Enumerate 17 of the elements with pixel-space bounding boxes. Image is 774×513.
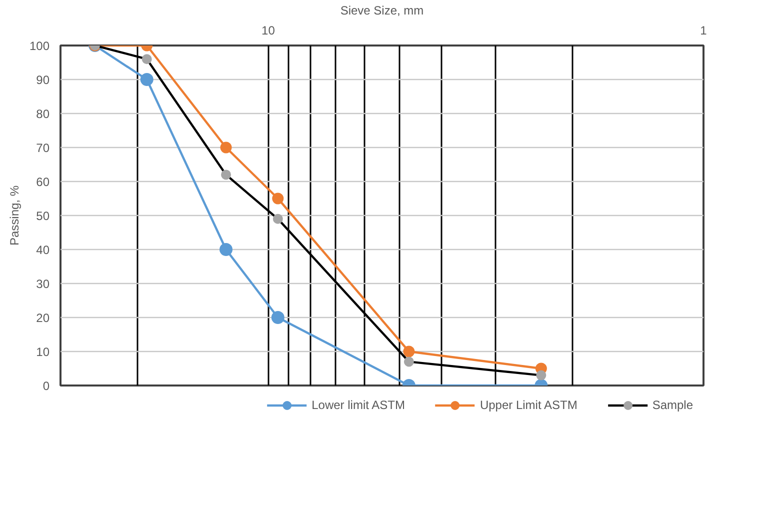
y-tick-label: 100 (29, 39, 50, 53)
y-tick-label: 60 (36, 175, 50, 189)
y-tick-label: 90 (36, 73, 50, 87)
y-tick-label: 70 (36, 141, 50, 155)
legend-label: Upper Limit ASTM (480, 398, 578, 412)
y-tick-label: 10 (36, 345, 50, 359)
legend-label: Lower limit ASTM (312, 398, 405, 412)
y-tick-label: 80 (36, 107, 50, 121)
y-axis-title: Passing, % (7, 185, 22, 246)
y-tick-label: 20 (36, 311, 50, 325)
y-tick-label: 40 (36, 243, 50, 257)
legend-label: Sample (652, 398, 693, 412)
y-tick-label: 0 (42, 379, 50, 393)
y-tick-label: 30 (36, 277, 50, 291)
y-tick-label: 50 (36, 209, 50, 223)
x-axis-title: Sieve Size, mm (340, 4, 424, 18)
x-tick-label: 1 (700, 24, 708, 38)
